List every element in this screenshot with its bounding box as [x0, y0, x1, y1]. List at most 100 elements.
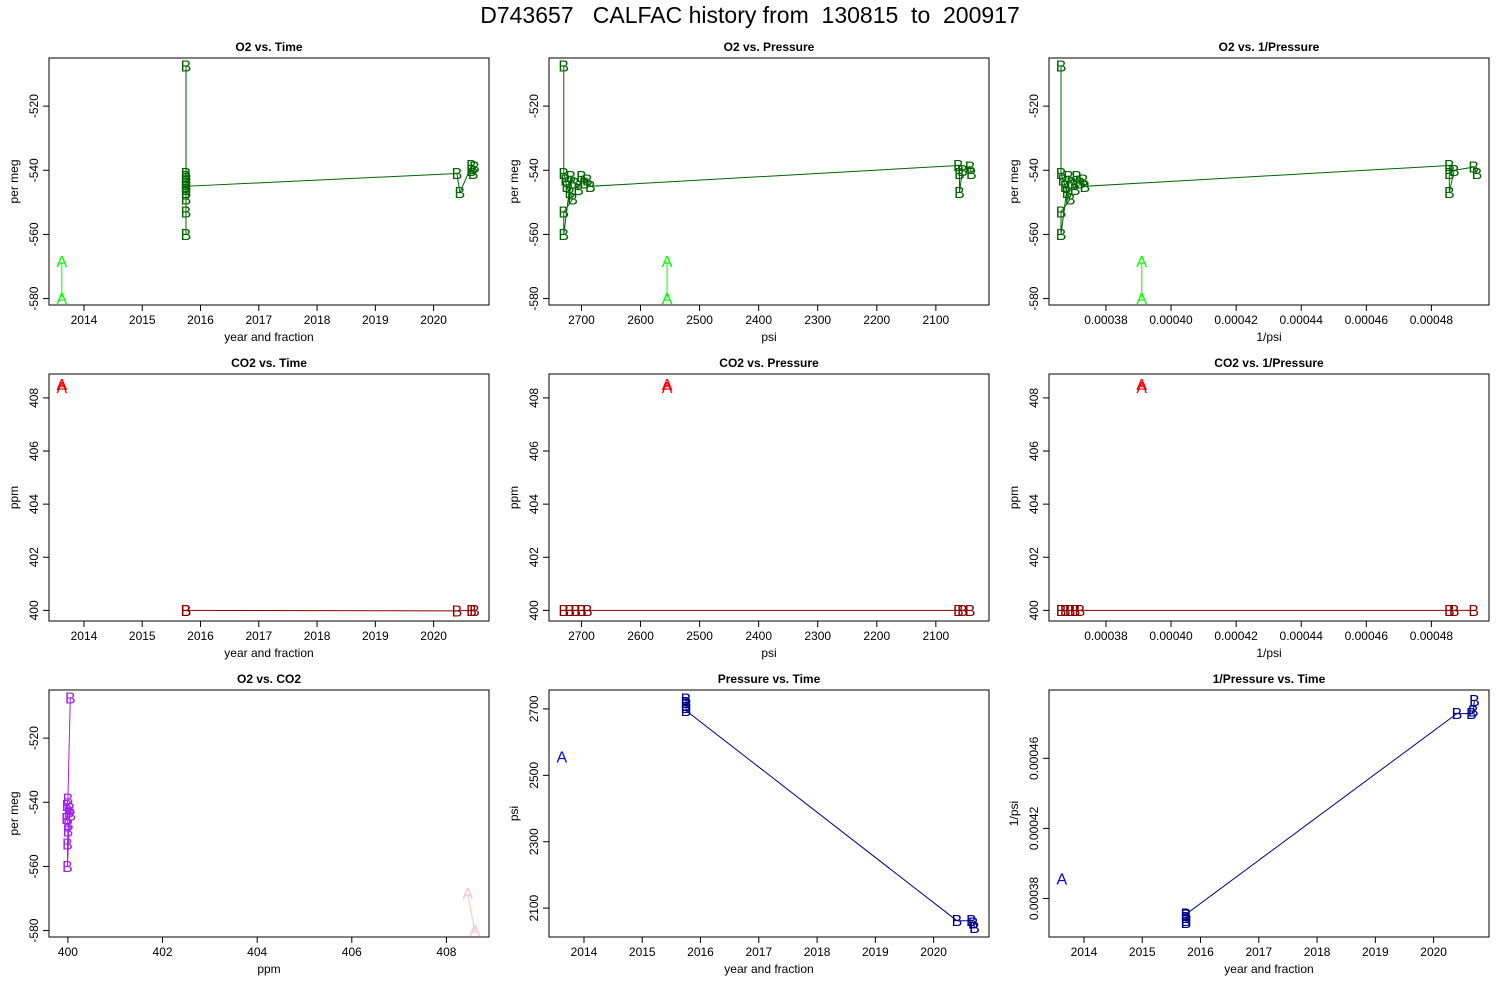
data-point-B: B: [466, 163, 477, 180]
series-line-B: [65, 697, 72, 867]
data-point-B: B: [1181, 907, 1192, 924]
data-point-B: B: [1056, 603, 1067, 620]
data-point-B: B: [181, 172, 192, 189]
y-tick-label: 400: [27, 600, 41, 620]
chart-panel-3: O2 vs. 1/Pressure 1/psi per meg 0.00038 0.00…: [1007, 40, 1490, 344]
data-point-B: B: [1066, 176, 1077, 193]
data-point-B: B: [181, 182, 192, 199]
y-tick-label: 402: [1027, 547, 1041, 567]
y-axis-label: per meg: [7, 791, 21, 835]
x-tick-label: 2300: [804, 629, 831, 643]
data-point-B: B: [1449, 603, 1460, 620]
data-point-B: B: [966, 166, 977, 183]
x-axis-label: year and fraction: [224, 330, 313, 344]
data-point-B: B: [181, 185, 192, 202]
data-point-B: B: [1063, 169, 1074, 186]
data-point-B: B: [573, 182, 584, 199]
x-tick-label: 2014: [71, 629, 98, 643]
data-point-B: B: [558, 59, 569, 76]
data-point-B: B: [181, 603, 192, 620]
y-tick-label: -560: [27, 222, 41, 246]
data-point-B: B: [966, 913, 977, 930]
y-tick-label: 406: [527, 441, 541, 461]
y-tick-label: -540: [527, 158, 541, 182]
x-tick-label: 2015: [129, 629, 156, 643]
x-tick-label: 2018: [304, 629, 331, 643]
data-point-A: A: [56, 380, 67, 397]
data-point-A: A: [1136, 291, 1147, 308]
data-point-B: B: [63, 792, 74, 809]
data-point-B: B: [65, 691, 76, 708]
data-point-B: B: [181, 192, 192, 209]
x-tick-label: 2015: [129, 313, 156, 327]
data-point-B: B: [1181, 915, 1192, 932]
y-tick-label: 402: [527, 547, 541, 567]
data-point-B: B: [181, 169, 192, 186]
y-tick-label: -540: [1027, 158, 1041, 182]
plot-frame: [1048, 57, 1490, 306]
data-point-B: B: [582, 172, 593, 189]
data-point-B: B: [1468, 160, 1479, 177]
data-point-B: B: [1444, 158, 1455, 175]
plot-frame: [548, 57, 990, 306]
series-line-A: [467, 893, 476, 931]
data-point-B: B: [181, 204, 192, 221]
y-tick-label: -520: [27, 726, 41, 750]
data-point-B: B: [1056, 59, 1067, 76]
data-point-A: A: [469, 923, 480, 940]
x-tick-label: 406: [342, 945, 362, 959]
data-point-B: B: [566, 169, 577, 186]
y-tick-label: 404: [1027, 494, 1041, 514]
series-line-B: [1185, 700, 1475, 923]
y-tick-label: 2100: [527, 894, 541, 921]
y-tick-label: 408: [1027, 388, 1041, 408]
y-tick-label: -520: [527, 94, 541, 118]
data-point-B: B: [1060, 603, 1071, 620]
plot-frame: [1048, 373, 1490, 622]
chart-title: CO2 vs. Pressure: [719, 356, 819, 370]
y-axis-label: per meg: [7, 159, 21, 203]
y-tick-label: 408: [527, 388, 541, 408]
x-tick-label: 0.00048: [1410, 313, 1454, 327]
data-point-B: B: [1070, 603, 1081, 620]
chart-panel-5: CO2 vs. Pressure psi ppm 2700 2600 2500 2400 23…: [507, 356, 990, 660]
x-tick-label: 2014: [571, 945, 598, 959]
x-tick-label: 2019: [862, 945, 889, 959]
data-point-B: B: [1181, 908, 1192, 925]
chart-panel-2: O2 vs. Pressure psi per meg 2700 2600 2500 240…: [507, 40, 990, 344]
x-tick-label: 2300: [804, 313, 831, 327]
data-point-B: B: [1065, 603, 1076, 620]
data-point-B: B: [681, 691, 692, 708]
x-tick-label: 400: [58, 945, 78, 959]
data-point-B: B: [1075, 603, 1086, 620]
data-point-B: B: [1078, 172, 1089, 189]
x-tick-label: 2016: [687, 945, 714, 959]
x-tick-label: 2400: [745, 629, 772, 643]
chart-title: CO2 vs. Time: [231, 356, 307, 370]
y-axis-label: ppm: [7, 486, 21, 509]
figure-title: D743657 CALFAC history from 130815 to 20…: [480, 2, 1020, 28]
x-tick-label: 2019: [362, 313, 389, 327]
y-tick-label: -580: [27, 918, 41, 942]
y-axis-label: ppm: [1007, 486, 1021, 509]
x-tick-label: 408: [436, 945, 456, 959]
data-point-B: B: [1056, 204, 1067, 221]
x-axis-label: year and fraction: [224, 646, 313, 660]
x-tick-label: 2500: [686, 629, 713, 643]
y-tick-label: 2700: [527, 695, 541, 722]
data-point-B: B: [1181, 913, 1192, 930]
data-point-B: B: [1060, 179, 1071, 196]
data-point-B: B: [564, 603, 575, 620]
y-tick-label: 406: [27, 441, 41, 461]
data-point-B: B: [953, 158, 964, 175]
x-tick-label: 2600: [627, 629, 654, 643]
data-point-B: B: [62, 836, 73, 853]
series-line-B: [563, 66, 972, 235]
chart-panel-6: CO2 vs. 1/Pressure 1/psi ppm 0.00038 0.00040…: [1007, 356, 1490, 660]
x-tick-label: 2700: [568, 629, 595, 643]
x-tick-label: 2016: [187, 629, 214, 643]
series-line-B: [185, 609, 475, 612]
chart-panel-7: O2 vs. CO2 ppm per meg 400 402 404 406 408 -520 -…: [7, 672, 490, 976]
data-point-B: B: [560, 172, 571, 189]
y-tick-label: 408: [27, 388, 41, 408]
